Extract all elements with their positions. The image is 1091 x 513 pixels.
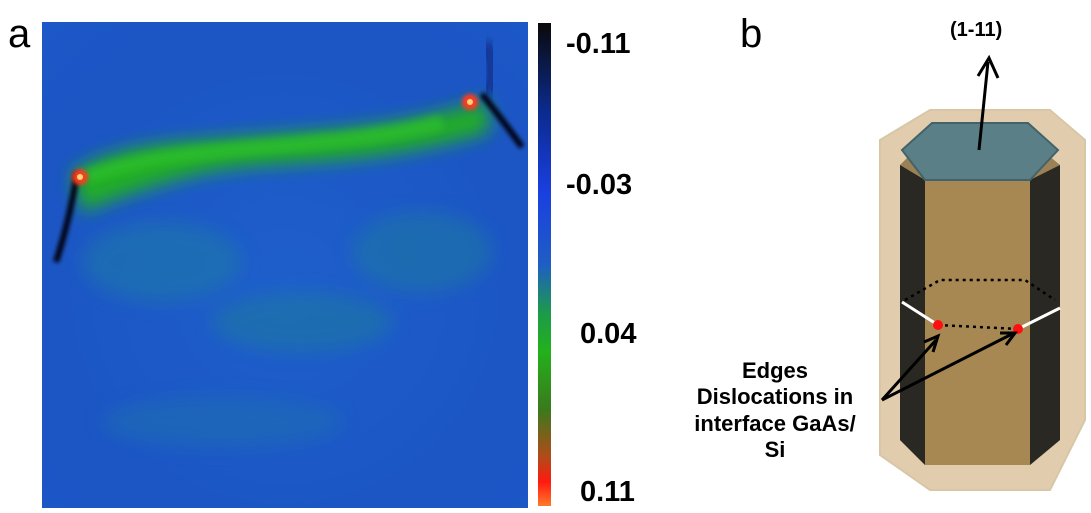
annotation-arrows <box>880 331 1018 402</box>
colorbar-tick-3: 0.04 <box>580 318 637 350</box>
annotation-line-2: Dislocations in <box>696 384 854 410</box>
annotation-line-1: Edges <box>741 358 809 383</box>
core-prism <box>900 122 1060 465</box>
colorbar <box>538 23 551 506</box>
annotation-line-3: interface GaAs/ <box>694 410 856 436</box>
direction-arrow <box>976 54 1000 151</box>
top-face <box>900 122 1060 181</box>
strain-band <box>72 100 490 212</box>
nanowire-diagram <box>640 0 1091 507</box>
colorbar-tick-2: -0.03 <box>566 169 633 201</box>
dislocation-left <box>53 169 88 263</box>
panel-a-letter: a <box>8 12 31 56</box>
dislocation-dot-left <box>933 320 943 330</box>
panel-b-letter: b <box>740 12 763 56</box>
dark-facet-left <box>900 165 925 465</box>
dislocation-right <box>462 41 525 149</box>
interface-plane <box>901 278 1061 331</box>
colorbar-tick-1: -0.11 <box>566 28 631 60</box>
annotation-line-4: Si <box>764 437 786 463</box>
annotation-text: Edges Dislocations in interface GaAs/ Si <box>660 358 890 464</box>
strain-map <box>42 22 528 508</box>
colorbar-tick-4: 0.11 <box>580 476 635 508</box>
direction-label: (1-11) <box>950 19 1003 41</box>
